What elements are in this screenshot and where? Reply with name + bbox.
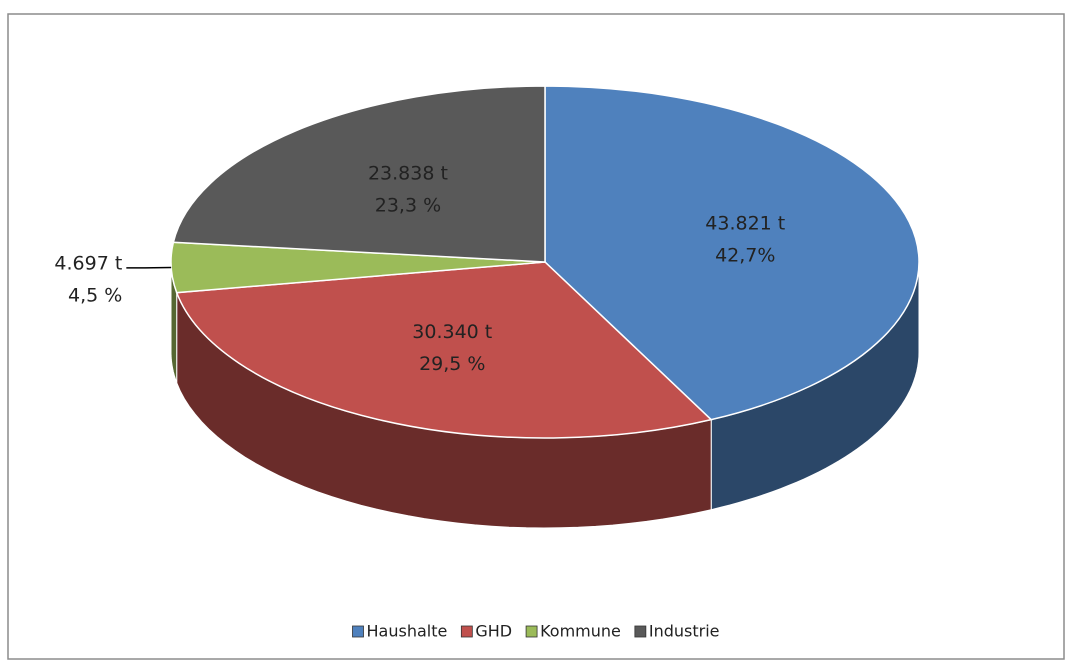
legend-swatch	[352, 625, 364, 638]
data-label: 29,5 %	[419, 353, 485, 375]
data-label: 43.821 t	[705, 212, 785, 234]
legend: Haushalte GHD Kommune Industrie	[352, 622, 720, 641]
slice	[544, 85, 920, 421]
data-label: 23,3 %	[375, 194, 441, 216]
data-label: 23.838 t	[368, 162, 448, 184]
slice	[175, 261, 713, 439]
slice	[172, 85, 546, 263]
legend-swatch	[460, 625, 473, 638]
legend-swatch	[634, 625, 647, 638]
legend-label: GHD	[475, 622, 512, 641]
legend-label: Industrie	[649, 622, 720, 641]
data-label: 4,5 %	[68, 284, 122, 306]
data-label: 42,7%	[715, 244, 775, 266]
data-label: 30.340 t	[412, 321, 492, 343]
legend-swatch	[525, 625, 538, 638]
data-label: 4.697 t	[54, 252, 122, 274]
legend-label: Haushalte	[367, 622, 448, 641]
legend-label: Kommune	[540, 622, 621, 641]
